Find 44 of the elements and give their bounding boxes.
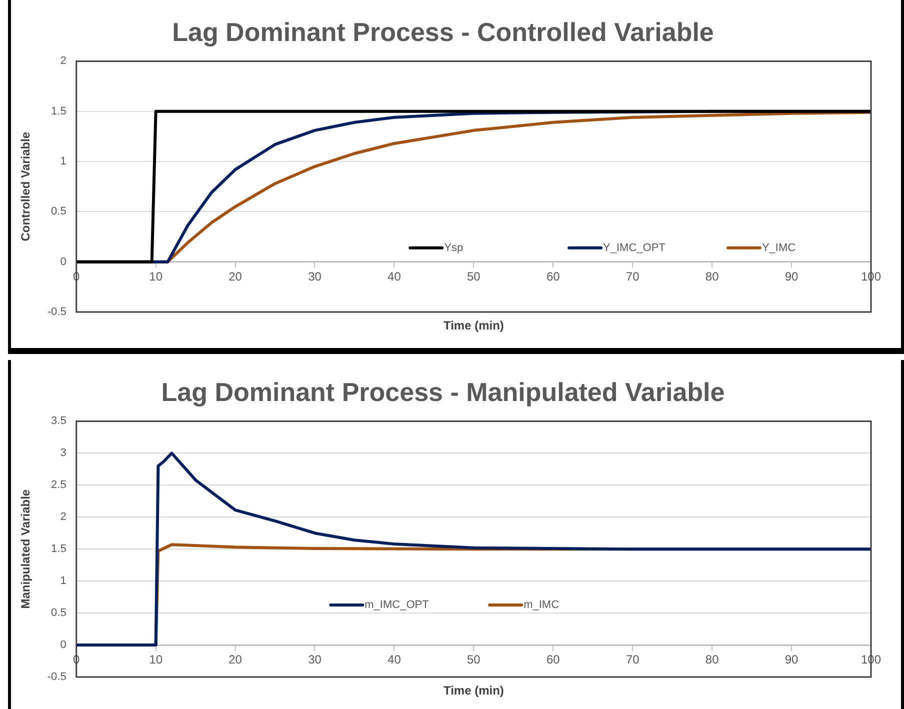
x-tick-label: 90 bbox=[784, 652, 799, 667]
x-axis-title: Time (min) bbox=[443, 318, 504, 332]
x-tick-label: 80 bbox=[705, 269, 720, 284]
x-tick-label: 90 bbox=[784, 269, 799, 284]
x-tick-label: 20 bbox=[228, 269, 242, 284]
legend-label: m_IMC bbox=[524, 599, 560, 612]
x-tick-label: 50 bbox=[467, 652, 481, 667]
y-tick-label: -0.5 bbox=[47, 671, 66, 684]
x-tick-label: 30 bbox=[308, 652, 322, 667]
y-tick-label: 1.5 bbox=[51, 543, 66, 556]
y-axis-title: Controlled Variable bbox=[18, 132, 33, 242]
x-tick-label: 40 bbox=[388, 269, 402, 284]
x-tick-label: 30 bbox=[308, 269, 322, 284]
legend-label: Y_IMC_OPT bbox=[603, 242, 666, 254]
x-tick-label: 10 bbox=[149, 269, 163, 284]
y-tick-label: 0 bbox=[60, 639, 66, 652]
y-tick-label: 2.5 bbox=[51, 479, 66, 492]
chart-title: Lag Dominant Process - Controlled Variable bbox=[172, 16, 714, 47]
x-tick-label: 60 bbox=[546, 652, 560, 667]
x-tick-label: 50 bbox=[467, 269, 481, 284]
y-tick-label: 1 bbox=[60, 156, 66, 168]
x-tick-label: 70 bbox=[626, 652, 640, 667]
y-tick-label: 1 bbox=[60, 575, 66, 588]
y-tick-label: 3 bbox=[60, 447, 66, 460]
chart-title: Lag Dominant Process - Manipulated Variable bbox=[161, 376, 725, 407]
x-tick-label: 20 bbox=[228, 652, 242, 667]
y-tick-label: 0.5 bbox=[51, 607, 66, 620]
x-tick-label: 10 bbox=[149, 652, 163, 667]
y-tick-label: 0 bbox=[60, 256, 66, 268]
legend-label: Y_IMC bbox=[762, 242, 796, 254]
x-tick-label: 70 bbox=[626, 269, 640, 284]
legend-label: Ysp bbox=[444, 242, 464, 254]
y-tick-label: 1.5 bbox=[51, 105, 66, 118]
x-tick-label: 60 bbox=[546, 269, 560, 284]
y-tick-label: -0.5 bbox=[47, 306, 66, 318]
y-axis-title: Manipulated Variable bbox=[18, 489, 33, 609]
x-axis-title: Time (min) bbox=[443, 683, 504, 698]
x-tick-label: 40 bbox=[388, 652, 402, 667]
y-tick-label: 2 bbox=[60, 511, 66, 524]
y-tick-label: 3.5 bbox=[51, 415, 66, 428]
y-tick-label: 0.5 bbox=[51, 206, 66, 218]
legend-label: m_IMC_OPT bbox=[364, 599, 430, 612]
y-tick-label: 2 bbox=[60, 55, 66, 68]
x-tick-label: 80 bbox=[705, 652, 720, 667]
